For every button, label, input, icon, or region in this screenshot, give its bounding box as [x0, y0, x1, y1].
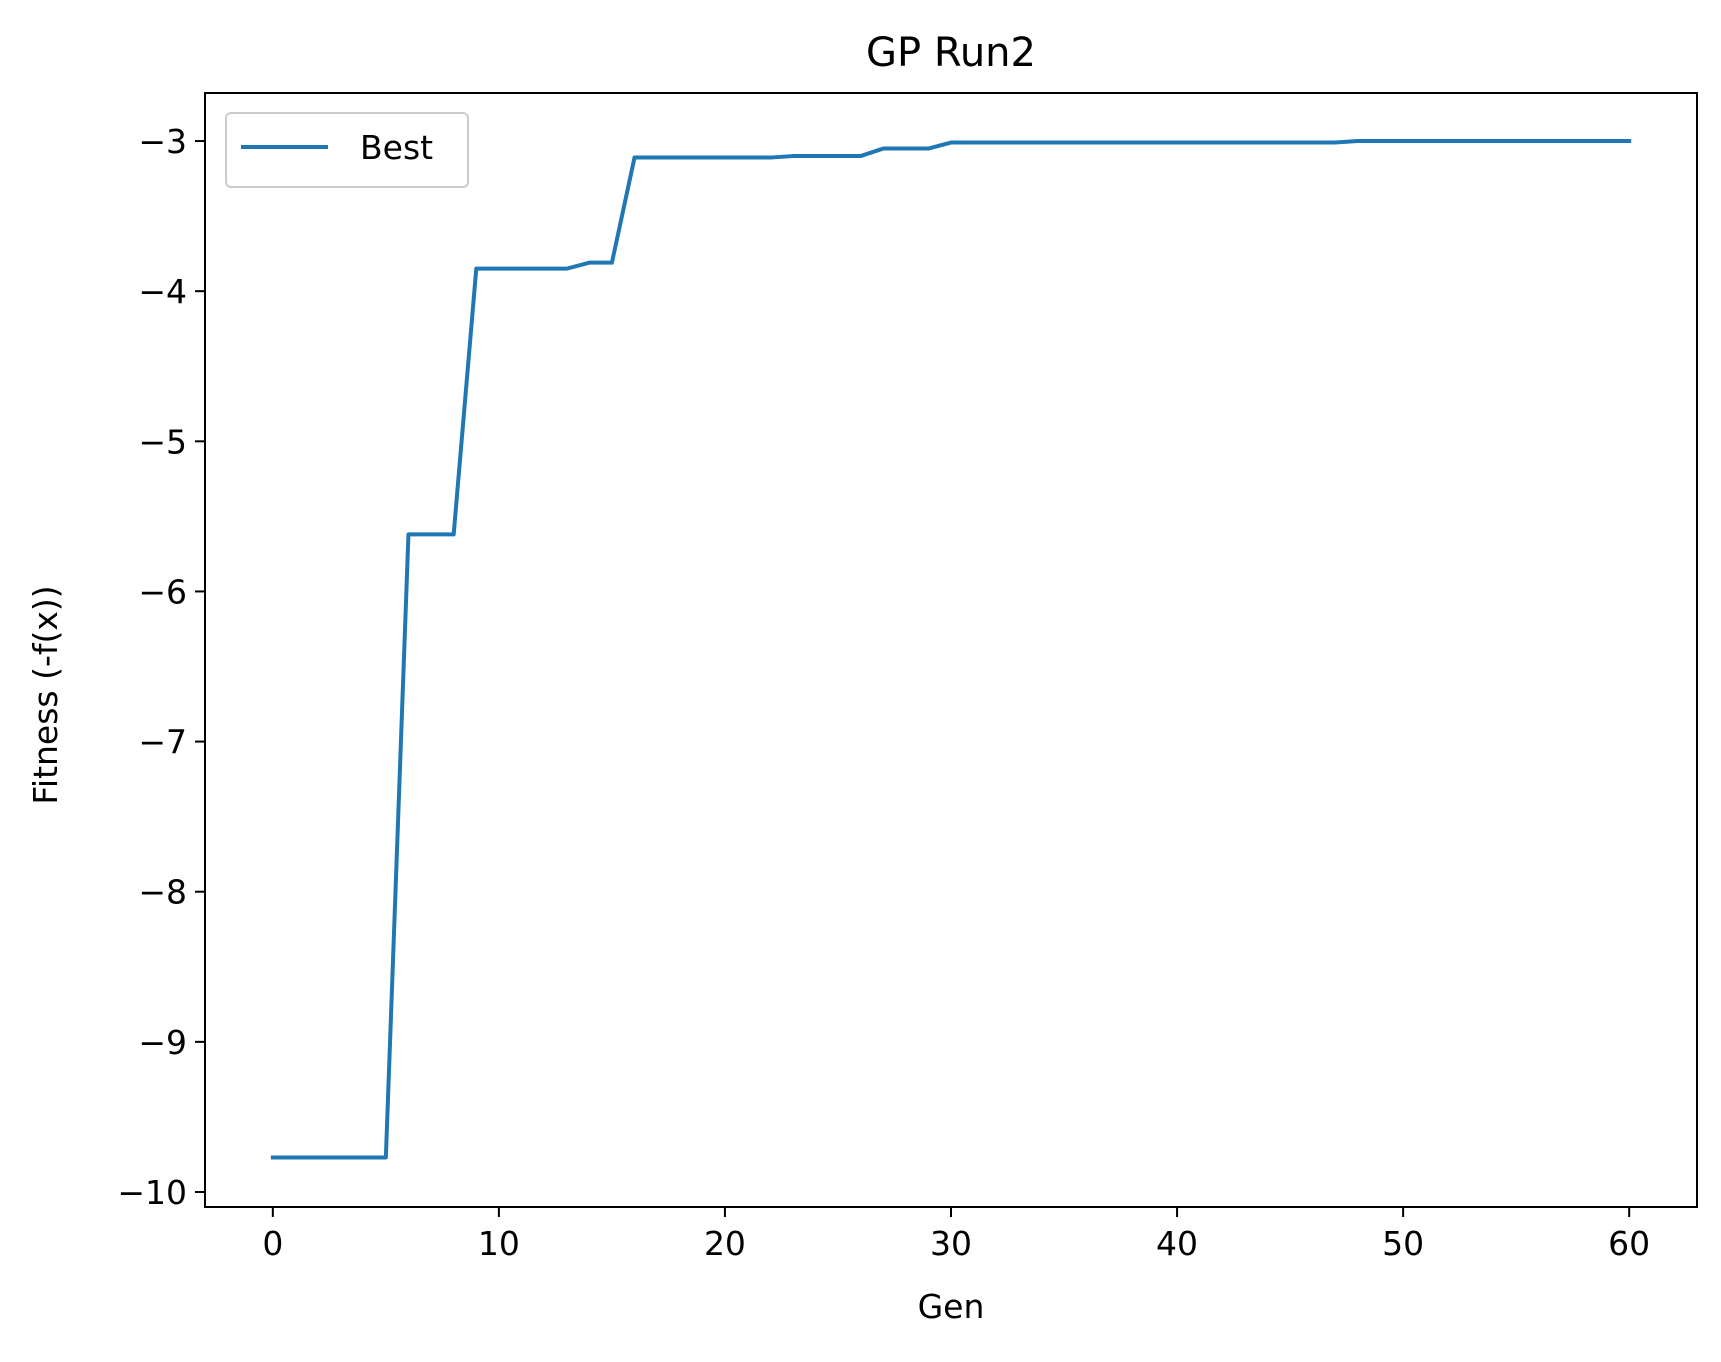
- y-tick-label: −8: [138, 873, 187, 912]
- x-tick-label: 40: [1156, 1224, 1198, 1263]
- y-axis: −10 −9 −8 −7 −6 −5 −4 −3: [117, 122, 205, 1212]
- y-tick-label: −3: [138, 122, 187, 161]
- x-tick-label: 0: [262, 1224, 283, 1263]
- x-tick-label: 50: [1382, 1224, 1424, 1263]
- x-tick-label: 60: [1608, 1224, 1650, 1263]
- y-axis-label: Fitness (-f(x)): [26, 585, 65, 804]
- x-tick-label: 20: [704, 1224, 746, 1263]
- y-tick-label: −10: [117, 1173, 187, 1212]
- series-line-0: [270, 139, 1632, 1160]
- legend: Best: [225, 112, 469, 188]
- y-tick-label: −6: [138, 572, 187, 611]
- x-axis: 0 10 20 30 40 50 60: [262, 1207, 1650, 1263]
- x-tick-label: 30: [930, 1224, 972, 1263]
- y-tick-label: −7: [138, 723, 187, 762]
- legend-label-best: Best: [360, 128, 433, 167]
- x-axis-label: Gen: [918, 1287, 985, 1326]
- x-tick-label: 10: [478, 1224, 520, 1263]
- legend-frame: [225, 112, 469, 188]
- y-tick-label: −4: [138, 272, 187, 311]
- chart-title: GP Run2: [866, 30, 1036, 76]
- y-tick-label: −9: [138, 1023, 187, 1062]
- y-tick-label: −5: [138, 422, 187, 461]
